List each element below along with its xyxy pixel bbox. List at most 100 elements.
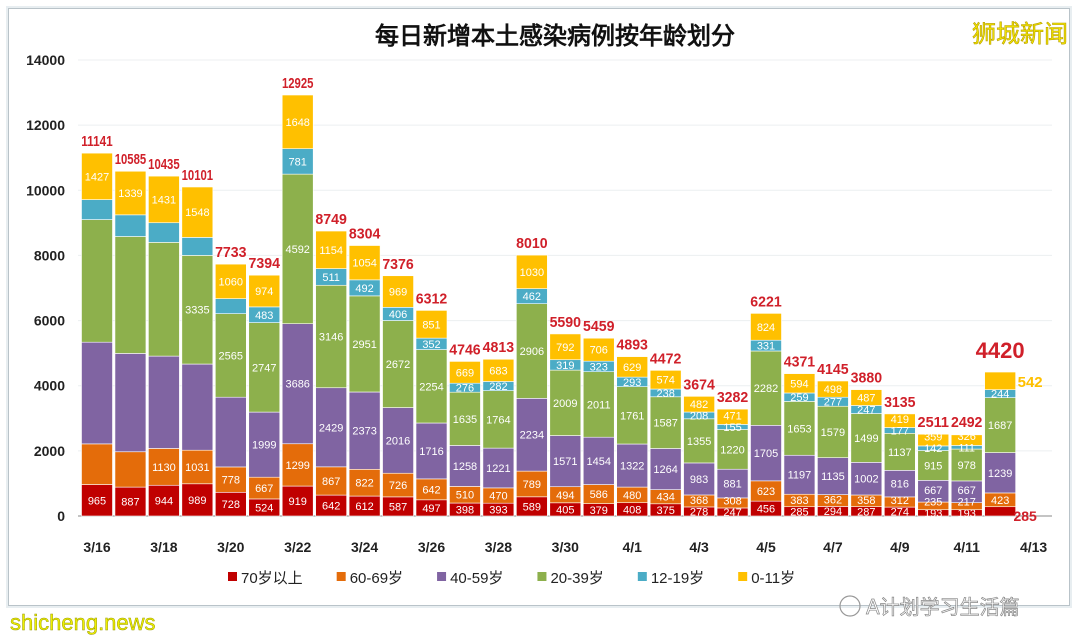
x-tick-label: 3/26 — [418, 539, 445, 555]
bar-segment — [482, 447, 515, 489]
total-label: 4420 — [976, 338, 1025, 363]
bar-segment — [817, 457, 849, 495]
data-label: 2234 — [520, 430, 544, 442]
bar-stack-4-5: 456 623 1705 2282 331 824 6221 — [750, 293, 782, 517]
total-label: 7394 — [249, 255, 281, 272]
data-label: 919 — [289, 496, 307, 508]
bar-segment — [215, 298, 247, 314]
data-label: 193 — [924, 508, 942, 520]
data-label: 419 — [891, 414, 909, 426]
total-label: 12925 — [282, 75, 313, 92]
y-tick-label: 0 — [57, 508, 65, 524]
data-label: 1687 — [988, 420, 1012, 432]
wechat-icon — [839, 595, 861, 617]
bar-segment — [315, 284, 347, 389]
bar-segment — [817, 380, 849, 398]
data-label: 1648 — [285, 117, 309, 129]
legend-swatch — [738, 572, 748, 581]
total-label: 3674 — [683, 376, 715, 393]
data-label: 2373 — [352, 426, 376, 438]
legend-swatch — [437, 572, 447, 581]
data-label: 989 — [188, 495, 206, 507]
data-label: 2011 — [587, 399, 611, 411]
bar-segment — [348, 468, 381, 497]
data-label: 276 — [456, 383, 474, 395]
bar-segment — [917, 433, 950, 447]
bar-segment — [516, 303, 548, 399]
bar-segment — [281, 485, 314, 517]
bar-segment — [950, 448, 983, 482]
total-label: 8749 — [315, 211, 346, 228]
bar-segment — [883, 413, 916, 428]
data-label: 142 — [924, 443, 942, 455]
data-label: 2747 — [252, 362, 276, 374]
data-label: 352 — [422, 339, 440, 351]
data-label: 470 — [489, 491, 507, 503]
data-label: 1427 — [85, 171, 109, 183]
total-label: 4145 — [817, 361, 848, 378]
data-label: 629 — [623, 362, 641, 374]
data-label: 492 — [355, 283, 373, 295]
legend-swatch — [537, 572, 547, 581]
data-label: 867 — [322, 476, 340, 488]
legend-label: 70岁以上 — [241, 570, 303, 587]
bar-segment — [281, 148, 314, 175]
total-label: 5590 — [550, 314, 581, 331]
data-label: 1239 — [988, 468, 1012, 480]
data-label: 1030 — [520, 267, 544, 279]
data-label: 471 — [723, 410, 741, 422]
total-label: 10435 — [148, 156, 179, 173]
data-label: 1220 — [720, 444, 744, 456]
data-label: 434 — [656, 492, 674, 504]
bar-segment — [883, 433, 916, 471]
data-label: 1999 — [252, 440, 276, 452]
bar-segment — [181, 255, 214, 365]
x-tick-label: 4/11 — [953, 539, 980, 555]
y-tick-label: 14000 — [26, 52, 65, 68]
data-label: 456 — [757, 504, 775, 516]
x-tick-label: 4/3 — [689, 539, 709, 555]
data-label: 642 — [322, 501, 340, 513]
legend-swatch — [228, 572, 237, 581]
bar-stack-3-16: 965 1427 11141 — [81, 133, 113, 517]
bar-stack-3-19: 989 1031 3335 1548 10101 — [181, 167, 214, 517]
data-label: 623 — [757, 486, 775, 498]
data-label: 2009 — [553, 398, 577, 410]
total-label: 7376 — [382, 256, 413, 273]
data-label: 423 — [991, 495, 1009, 507]
bar-segment — [649, 370, 682, 390]
data-label: 405 — [556, 504, 574, 516]
data-label: 111 — [958, 442, 975, 454]
data-label: 2951 — [352, 339, 376, 351]
data-label: 498 — [824, 384, 842, 396]
data-label: 824 — [757, 322, 775, 334]
bar-segment — [850, 413, 883, 463]
x-tick-label: 3/16 — [83, 539, 110, 555]
data-label: 1137 — [888, 447, 912, 459]
legend-swatch — [336, 572, 346, 581]
data-label: 308 — [723, 495, 741, 507]
bar-segment — [348, 391, 381, 470]
bar-segment — [181, 237, 214, 256]
data-label: 2282 — [754, 383, 778, 395]
data-label: 881 — [723, 479, 741, 491]
data-label: 480 — [623, 490, 641, 502]
total-label: 4746 — [449, 341, 480, 358]
bar-segment — [315, 466, 347, 496]
data-label: 1635 — [453, 414, 477, 426]
data-label: 277 — [824, 397, 842, 409]
data-label: 208 — [690, 410, 708, 422]
data-label: 816 — [891, 479, 909, 491]
bar-segment — [315, 230, 347, 269]
data-label: 287 — [857, 506, 875, 518]
bar-segment — [114, 353, 147, 453]
data-label: 594 — [790, 378, 808, 390]
data-label: 1322 — [620, 461, 644, 473]
x-tick-label: 4/5 — [756, 539, 776, 555]
bar-segment — [81, 219, 113, 343]
bar-segment — [348, 245, 381, 281]
bar-segment — [549, 435, 582, 488]
data-label: 589 — [523, 501, 541, 513]
bar-segment — [917, 450, 950, 481]
